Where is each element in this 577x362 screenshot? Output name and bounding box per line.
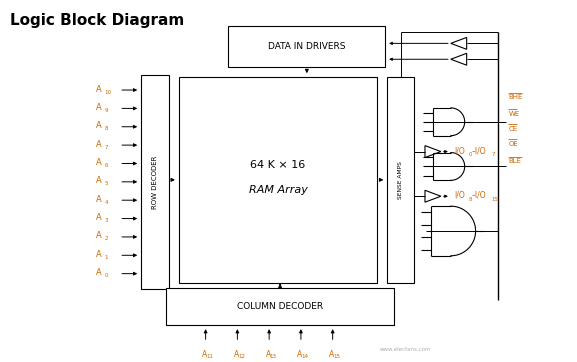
Text: 3: 3 [104,218,108,223]
Text: A: A [96,195,102,204]
Text: 8: 8 [469,197,472,202]
Text: 0: 0 [469,152,472,157]
Text: 5: 5 [104,181,108,186]
Text: I/O: I/O [454,146,464,155]
Text: A: A [202,350,207,359]
Text: 11: 11 [206,354,213,359]
Text: WE: WE [508,111,520,117]
Text: 1: 1 [104,255,108,260]
Text: 2: 2 [104,236,108,241]
Text: 15: 15 [333,354,340,359]
Text: RAM Array: RAM Array [249,185,308,195]
Text: 12: 12 [238,354,245,359]
Text: –I/O: –I/O [471,146,486,155]
Text: 6: 6 [104,163,108,168]
Text: 15: 15 [492,197,498,202]
Text: A: A [96,231,102,240]
Bar [166,287,394,325]
Text: A: A [96,158,102,167]
Text: ROW DECODER: ROW DECODER [152,155,158,209]
Bar [141,75,169,289]
Text: www.elecfans.com: www.elecfans.com [379,347,431,352]
Text: 9: 9 [104,108,108,113]
Text: A: A [96,103,102,112]
Text: 7: 7 [492,152,495,157]
Text: A: A [96,121,102,130]
Text: A: A [265,350,271,359]
Bar [228,25,385,67]
Bar [179,77,377,283]
Text: Logic Block Diagram: Logic Block Diagram [10,13,184,28]
Text: A: A [297,350,302,359]
Text: A: A [234,350,239,359]
Text: A: A [329,350,334,359]
Text: 64 K × 16: 64 K × 16 [250,160,306,170]
Text: OE: OE [508,140,518,147]
Text: 0: 0 [104,273,108,278]
Text: 13: 13 [269,354,276,359]
Text: BLE: BLE [508,159,522,164]
Text: –I/O: –I/O [471,191,486,200]
Text: CE: CE [508,126,518,132]
Bar [387,77,414,283]
Text: I/O: I/O [454,191,464,200]
Text: 7: 7 [104,144,108,150]
Text: 4: 4 [104,200,108,205]
Text: A: A [96,213,102,222]
Text: DATA IN DRIVERS: DATA IN DRIVERS [268,42,346,51]
Text: 10: 10 [104,89,111,94]
Text: A: A [96,250,102,259]
Text: COLUMN DECODER: COLUMN DECODER [237,302,323,311]
Text: A: A [96,140,102,149]
Text: A: A [96,268,102,277]
Text: 8: 8 [104,126,108,131]
Text: A: A [96,85,102,93]
Text: A: A [96,176,102,185]
Text: 14: 14 [301,354,308,359]
Text: SENSE AMPS: SENSE AMPS [398,161,403,199]
Text: BHE: BHE [508,94,523,100]
